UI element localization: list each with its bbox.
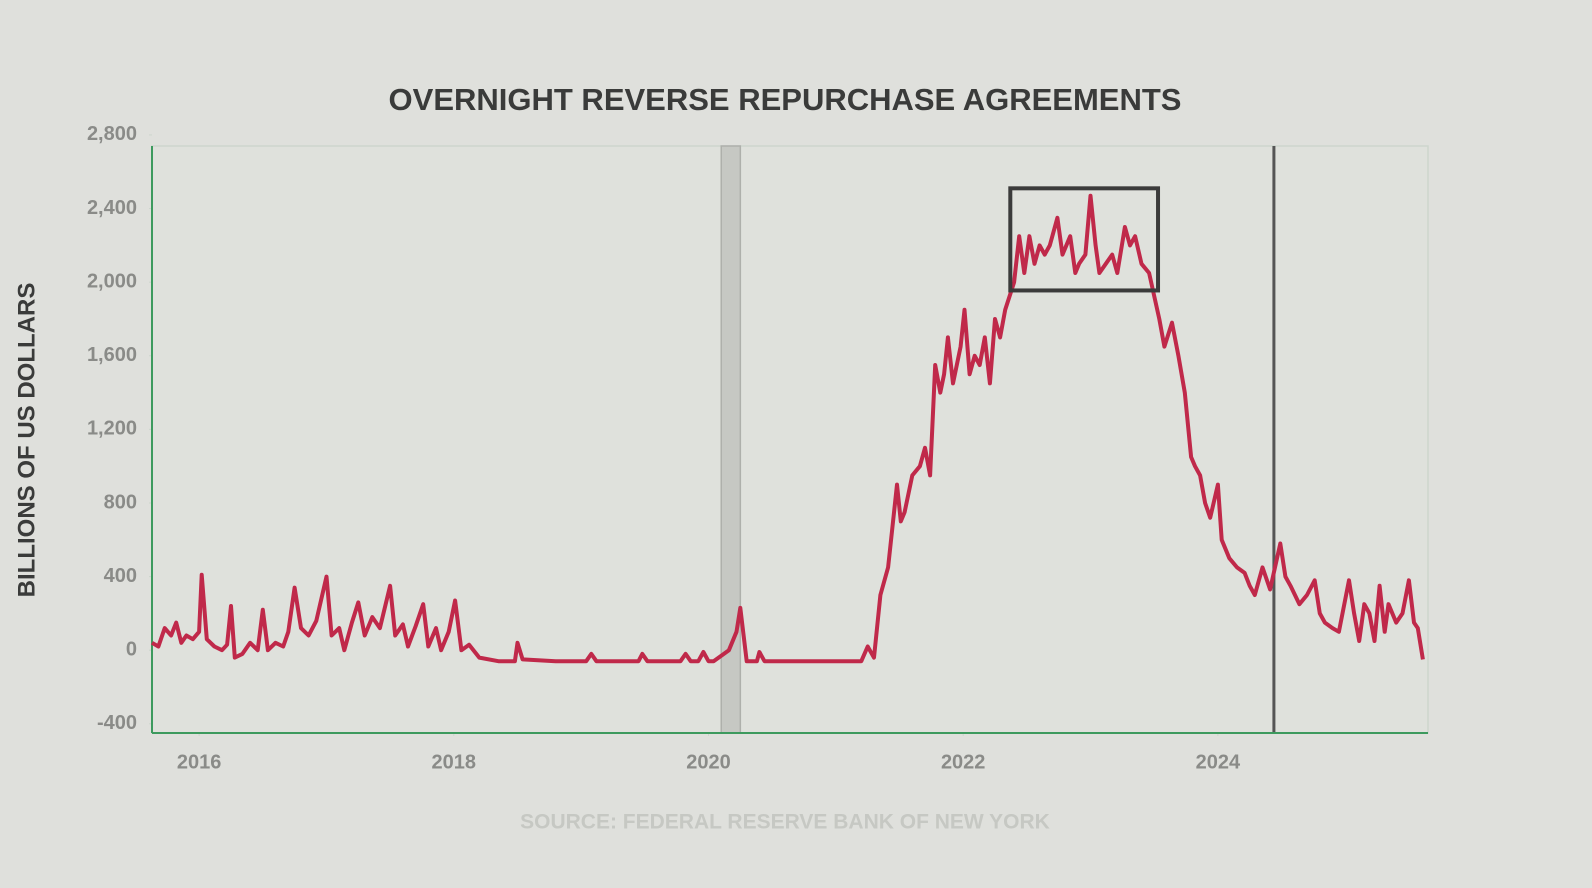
x-tick-label: 2024: [1196, 751, 1241, 773]
x-tick-label: 2020: [686, 751, 731, 773]
y-tick-label: 2,000: [87, 270, 137, 292]
y-tick-label: -400: [97, 712, 137, 734]
y-tick-label: 400: [104, 565, 137, 587]
y-tick-label: 1,600: [87, 344, 137, 366]
y-tick-label: 0: [126, 638, 137, 660]
highlight-box: [1008, 186, 1161, 293]
y-axis-label: BILLIONS OF US DOLLARS: [13, 283, 40, 598]
x-tick-label: 2022: [941, 751, 986, 773]
y-tick-label: 800: [104, 491, 137, 513]
y-tick-label: 2,400: [87, 197, 137, 219]
source-note: SOURCE: FEDERAL RESERVE BANK OF NEW YORK: [520, 811, 1050, 834]
chart-title: OVERNIGHT REVERSE REPURCHASE AGREEMENTS: [389, 82, 1182, 117]
y-tick-label: 1,200: [87, 418, 137, 440]
x-tick-label: 2016: [177, 751, 222, 773]
y-tick-label: 2,800: [87, 123, 137, 145]
x-tick-label: 2018: [432, 751, 477, 773]
data-line: [150, 193, 1425, 664]
